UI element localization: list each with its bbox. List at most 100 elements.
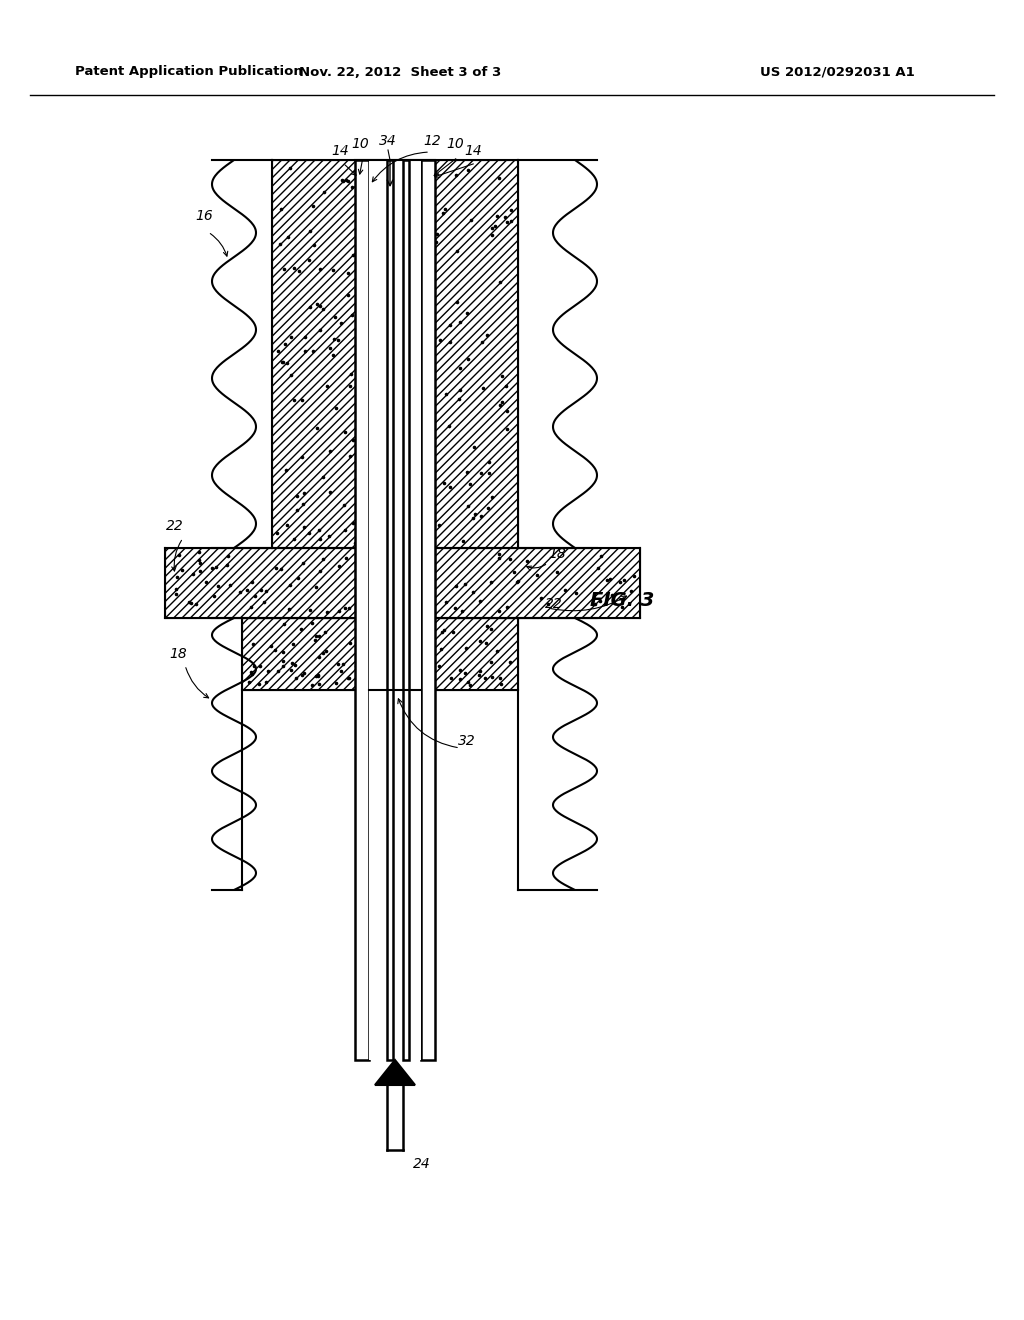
Point [311,528,328,549]
Point [334,169,350,190]
Point [330,653,346,675]
Point [442,314,459,335]
Point [437,384,454,405]
Point [458,638,474,659]
Text: 18: 18 [548,546,565,561]
Point [480,498,497,519]
Point [305,195,322,216]
Point [308,626,325,647]
Point [285,634,301,655]
Point [275,614,292,635]
Point [260,660,276,681]
Point [466,437,482,458]
Point [483,618,500,639]
Point [477,668,494,689]
Text: 22: 22 [166,519,184,533]
Point [484,224,501,246]
Polygon shape [518,618,597,890]
Bar [165,548,355,618]
Point [398,553,415,574]
Point [350,614,367,635]
Point [307,577,324,598]
Point [315,298,332,319]
Bar [421,160,435,1060]
Point [357,449,374,470]
Text: 14: 14 [331,144,349,158]
Point [296,516,312,537]
Point [481,451,498,473]
Point [171,544,187,565]
Point [420,247,436,268]
Point [490,168,507,189]
Point [483,667,500,688]
Point [493,673,509,694]
Point [452,379,468,400]
Point [430,655,446,676]
Point [351,628,368,649]
Point [278,459,294,480]
Point [604,585,621,606]
Point [272,198,289,219]
Point [450,292,466,313]
Point [419,392,435,413]
Point [481,463,498,484]
Point [318,375,335,396]
Point [290,568,306,589]
Point [325,345,341,366]
Text: 12: 12 [423,135,441,148]
Point [472,661,488,682]
Point [472,590,488,611]
Point [615,570,632,591]
Point [599,570,615,591]
Point [441,416,458,437]
Point [290,486,306,507]
Point [311,645,328,667]
Point [590,557,606,578]
Point [482,572,499,593]
Point [447,165,464,186]
Point [286,389,302,411]
Point [465,581,481,602]
Point [295,494,311,515]
Point [426,288,442,309]
Point [473,462,489,483]
Bar [355,160,369,1060]
Text: FIG. 3: FIG. 3 [590,590,654,610]
Text: 18: 18 [169,647,186,661]
Point [449,576,465,597]
Point [345,429,361,450]
Point [283,364,299,385]
Point [429,223,445,244]
Point [459,302,475,323]
Point [345,512,361,533]
Point [337,170,353,191]
Point [434,622,451,643]
Point [332,601,348,622]
Point [274,656,291,677]
Point [333,313,349,334]
Point [435,620,452,642]
Point [453,358,469,379]
Point [274,642,291,663]
Point [587,594,603,615]
Point [345,244,361,265]
Point [428,232,444,253]
Point [309,293,326,314]
Point [340,597,356,618]
Point [490,548,507,569]
Point [346,532,362,553]
Point [282,574,298,595]
Point [330,330,346,351]
Text: US 2012/0292031 A1: US 2012/0292031 A1 [760,66,914,78]
Point [490,544,507,565]
Point [273,351,290,372]
Point [497,206,513,227]
Point [463,210,479,231]
Point [246,656,262,677]
Point [364,564,380,585]
Point [419,286,435,308]
Point [243,661,259,682]
Point [360,587,377,609]
Point [317,640,334,661]
Point [465,508,481,529]
